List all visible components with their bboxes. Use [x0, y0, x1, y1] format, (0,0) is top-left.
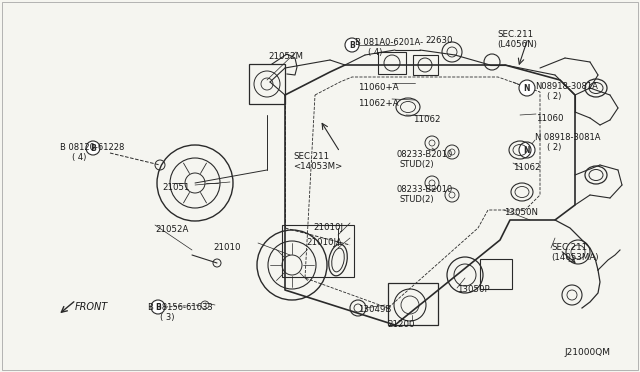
- Text: <14053M>: <14053M>: [293, 162, 342, 171]
- Text: B: B: [90, 144, 96, 153]
- Text: N: N: [524, 145, 531, 154]
- Text: 13050P: 13050P: [457, 285, 490, 294]
- Text: STUD(2): STUD(2): [400, 160, 435, 169]
- Text: ( 4): ( 4): [72, 153, 86, 162]
- Text: 21010JA: 21010JA: [306, 238, 342, 247]
- Text: 11062+A: 11062+A: [358, 99, 399, 108]
- Bar: [480, 259, 512, 289]
- Text: B: B: [155, 302, 161, 311]
- Text: 13050N: 13050N: [504, 208, 538, 217]
- Text: SEC.211: SEC.211: [497, 30, 533, 39]
- Bar: [249, 64, 285, 104]
- Text: B 081A0-6201A-: B 081A0-6201A-: [355, 38, 423, 47]
- Circle shape: [151, 300, 165, 314]
- Circle shape: [519, 80, 535, 96]
- Circle shape: [345, 38, 359, 52]
- Text: 21052A: 21052A: [155, 225, 188, 234]
- Text: ( 2): ( 2): [547, 143, 561, 152]
- Bar: [378, 52, 406, 74]
- Text: ( 3): ( 3): [160, 313, 175, 322]
- Bar: [388, 283, 438, 325]
- Text: 21051: 21051: [162, 183, 189, 192]
- Text: 11062: 11062: [413, 115, 440, 124]
- Text: B: B: [349, 41, 355, 49]
- Text: N 08918-3081A: N 08918-3081A: [535, 133, 600, 142]
- Text: 08233-B2010: 08233-B2010: [397, 185, 453, 194]
- Text: 11062: 11062: [513, 163, 541, 172]
- Text: 11060: 11060: [536, 114, 563, 123]
- Text: B 08156-61633: B 08156-61633: [148, 303, 212, 312]
- Text: N08918-3081A: N08918-3081A: [535, 82, 598, 91]
- Text: (L4056N): (L4056N): [497, 40, 537, 49]
- Circle shape: [86, 141, 100, 155]
- Text: B 08120-61228: B 08120-61228: [60, 143, 124, 152]
- Circle shape: [519, 142, 535, 158]
- Bar: [413, 55, 438, 75]
- Text: ( 4): ( 4): [368, 48, 382, 57]
- Text: 21010: 21010: [213, 243, 241, 252]
- Text: 11060+A: 11060+A: [358, 83, 399, 92]
- Text: FRONT: FRONT: [75, 302, 108, 312]
- Text: SEC.211: SEC.211: [293, 152, 329, 161]
- Text: (14053MA): (14053MA): [551, 253, 598, 262]
- Text: 21052M: 21052M: [268, 52, 303, 61]
- Text: N: N: [524, 83, 531, 93]
- Text: J21000QM: J21000QM: [564, 348, 610, 357]
- Text: 08233-B2010: 08233-B2010: [397, 150, 453, 159]
- Text: 22630: 22630: [425, 36, 452, 45]
- Text: ( 2): ( 2): [547, 92, 561, 101]
- Bar: [282, 225, 354, 277]
- Text: 13049B: 13049B: [358, 305, 392, 314]
- Text: 21200: 21200: [387, 320, 415, 329]
- Text: SEC.211: SEC.211: [551, 243, 587, 252]
- Text: STUD(2): STUD(2): [400, 195, 435, 204]
- Text: 21010J: 21010J: [313, 223, 343, 232]
